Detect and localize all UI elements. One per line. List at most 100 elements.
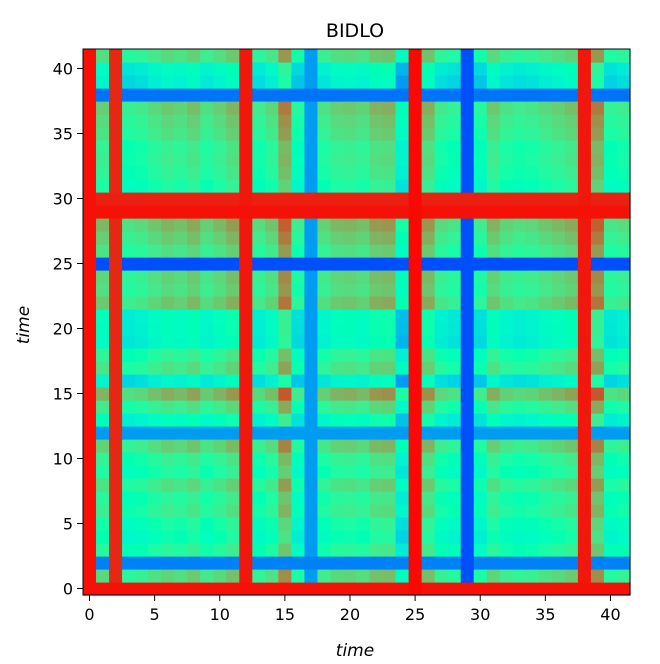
heatmap-cell: [356, 387, 371, 401]
heatmap-cell: [551, 205, 566, 219]
heatmap-cell: [304, 309, 319, 323]
heatmap-cell: [109, 101, 123, 115]
heatmap-cell: [122, 101, 136, 115]
heatmap-cell: [304, 192, 319, 206]
heatmap-cell: [252, 49, 266, 63]
heatmap-cell: [239, 426, 253, 440]
heatmap-cell: [369, 270, 384, 284]
heatmap-cell: [486, 465, 501, 479]
heatmap-cell: [96, 374, 110, 388]
heatmap-cell: [148, 179, 162, 193]
heatmap-cell: [395, 101, 410, 115]
heatmap-cell: [304, 296, 319, 310]
heatmap-cell: [187, 296, 201, 310]
heatmap-cell: [616, 257, 631, 271]
heatmap-cell: [330, 296, 345, 310]
heatmap-cell: [369, 569, 384, 583]
heatmap-cell: [239, 179, 253, 193]
heatmap-cell: [577, 88, 592, 102]
heatmap-cell: [213, 244, 227, 258]
heatmap-cell: [265, 413, 279, 427]
heatmap-cell: [265, 400, 279, 414]
heatmap-cell: [83, 452, 97, 466]
heatmap-cell: [226, 387, 240, 401]
heatmap-cell: [447, 231, 462, 245]
heatmap-cell: [109, 270, 123, 284]
heatmap-cell: [499, 348, 514, 362]
heatmap-cell: [174, 517, 188, 531]
heatmap-cell: [83, 517, 97, 531]
heatmap-cell: [564, 192, 579, 206]
heatmap-cell: [499, 153, 514, 167]
heatmap-cell: [486, 205, 501, 219]
heatmap-cell: [148, 335, 162, 349]
heatmap-cell: [265, 517, 279, 531]
heatmap-cell: [382, 374, 397, 388]
heatmap-cell: [603, 413, 618, 427]
heatmap-cell: [603, 543, 618, 557]
heatmap-cell: [395, 361, 410, 375]
heatmap-cell: [213, 218, 227, 232]
heatmap-cell: [499, 465, 514, 479]
heatmap-cell: [460, 374, 475, 388]
heatmap-cell: [239, 270, 253, 284]
heatmap-cell: [226, 296, 240, 310]
heatmap-cell: [551, 192, 566, 206]
heatmap-cell: [135, 88, 149, 102]
heatmap-cell: [616, 426, 631, 440]
heatmap-cell: [538, 88, 553, 102]
plot-frame: [82, 48, 631, 596]
heatmap-cell: [616, 465, 631, 479]
heatmap-cell: [213, 335, 227, 349]
heatmap-cell: [356, 426, 371, 440]
heatmap-cell: [174, 400, 188, 414]
y-tick-label: 15: [53, 385, 73, 404]
heatmap-cell: [96, 283, 110, 297]
heatmap-cell: [499, 387, 514, 401]
heatmap-cell: [434, 153, 449, 167]
heatmap-cell: [616, 127, 631, 141]
x-tick-label: 40: [600, 605, 620, 624]
heatmap-cell: [317, 244, 332, 258]
heatmap-cell: [304, 270, 319, 284]
heatmap-cell: [161, 400, 175, 414]
heatmap-cell: [174, 374, 188, 388]
heatmap-cell: [421, 140, 436, 154]
heatmap-cell: [603, 465, 618, 479]
heatmap-cell: [135, 49, 149, 63]
heatmap-cell: [447, 283, 462, 297]
heatmap-cell: [109, 400, 123, 414]
heatmap-cell: [382, 387, 397, 401]
heatmap-cell: [408, 62, 423, 76]
heatmap-cell: [603, 140, 618, 154]
heatmap-cell: [109, 504, 123, 518]
heatmap-cell: [317, 192, 332, 206]
heatmap-cell: [369, 439, 384, 453]
heatmap-cell: [382, 361, 397, 375]
heatmap-cell: [343, 543, 358, 557]
heatmap-cell: [239, 569, 253, 583]
heatmap-cell: [356, 465, 371, 479]
heatmap-cell: [551, 569, 566, 583]
heatmap-cell: [460, 309, 475, 323]
heatmap-cell: [109, 361, 123, 375]
heatmap-cell: [395, 296, 410, 310]
heatmap-cell: [122, 556, 136, 570]
heatmap-cell: [200, 504, 214, 518]
heatmap-cell: [538, 569, 553, 583]
heatmap-cell: [291, 114, 305, 128]
heatmap-cell: [616, 322, 631, 336]
heatmap-cell: [564, 322, 579, 336]
heatmap-cell: [369, 413, 384, 427]
heatmap-cell: [499, 62, 514, 76]
heatmap-cell: [395, 491, 410, 505]
heatmap-cell: [317, 166, 332, 180]
heatmap-cell: [200, 127, 214, 141]
heatmap-cell: [83, 49, 97, 63]
heatmap-cell: [382, 400, 397, 414]
heatmap-cell: [226, 361, 240, 375]
heatmap-cell: [122, 88, 136, 102]
heatmap-cell: [512, 88, 527, 102]
heatmap-cell: [538, 101, 553, 115]
heatmap-cell: [187, 491, 201, 505]
